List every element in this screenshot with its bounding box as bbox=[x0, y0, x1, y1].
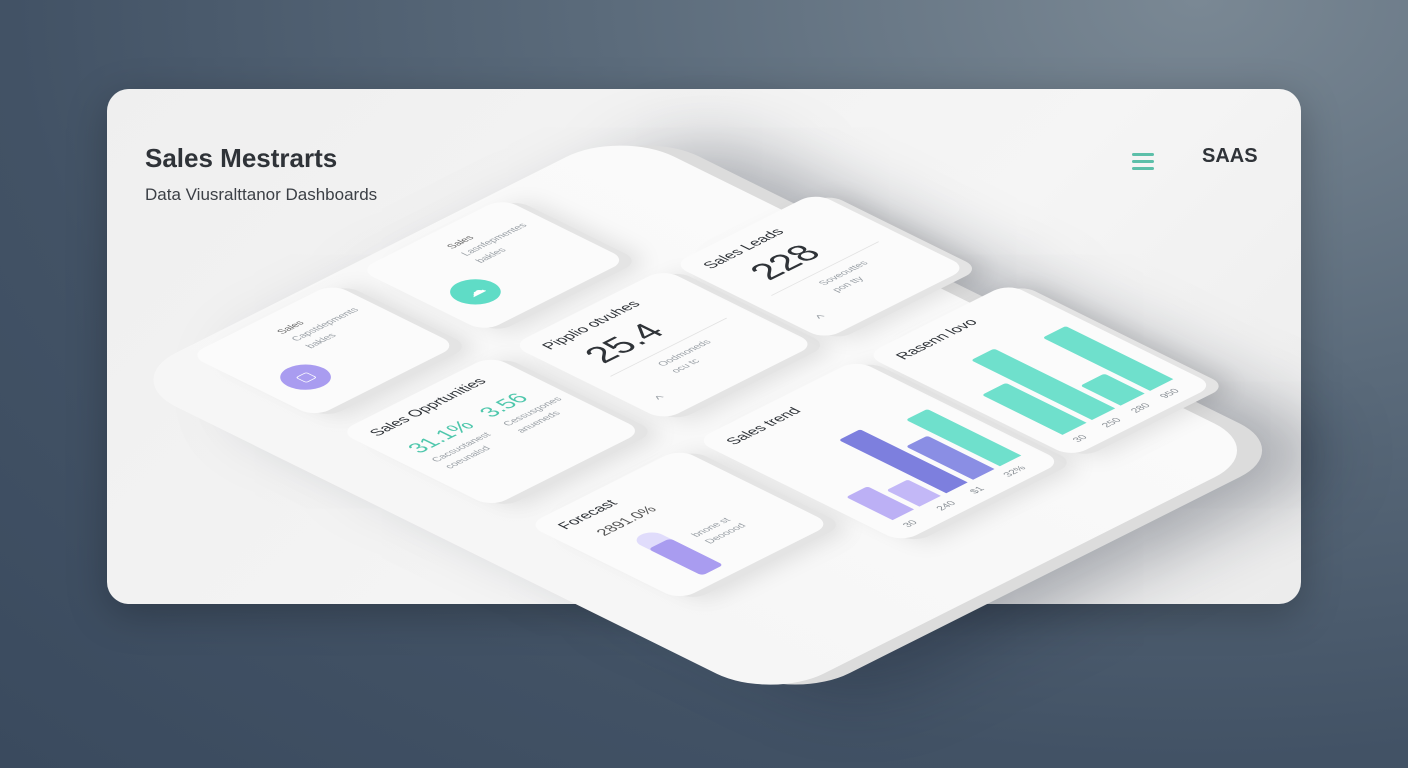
page-subtitle: Data Viusralttanor Dashboards bbox=[145, 185, 378, 204]
chart-tick-label: 950 bbox=[1157, 387, 1183, 400]
chevron-up-icon[interactable]: ^ bbox=[650, 393, 671, 404]
chart-tick-label: 250 bbox=[1099, 416, 1125, 430]
chart-tick-label: $1 bbox=[967, 485, 988, 496]
page-title: Sales Mestrarts bbox=[145, 143, 338, 173]
chart-tick-label: 280 bbox=[1128, 402, 1154, 415]
brand-label: SAAS bbox=[1202, 145, 1258, 167]
tablet-icon: ▢ bbox=[269, 359, 342, 395]
chart-tick-label: 240 bbox=[934, 499, 959, 513]
chart-tick-label: 30 bbox=[1070, 433, 1091, 444]
chart-tick-label: 32% bbox=[1001, 464, 1030, 479]
chevron-up-icon[interactable]: ^ bbox=[811, 312, 832, 323]
cloud-icon: ☁ bbox=[439, 274, 512, 310]
hamburger-menu-icon[interactable] bbox=[1132, 153, 1154, 171]
chart-tick-label: 30 bbox=[900, 519, 921, 529]
